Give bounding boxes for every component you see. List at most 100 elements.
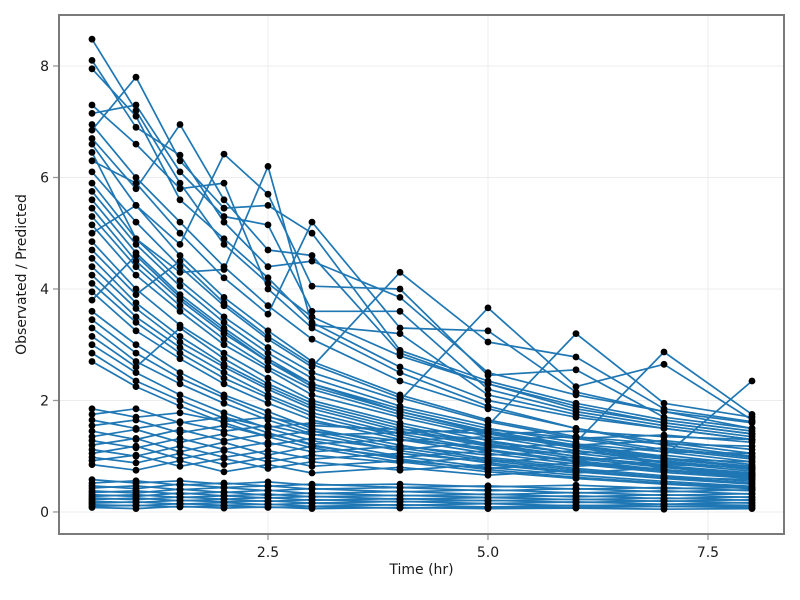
data-point — [264, 380, 272, 388]
data-point — [572, 440, 580, 448]
data-point — [88, 288, 96, 296]
data-point — [396, 363, 404, 371]
data-point — [220, 274, 228, 282]
data-point — [176, 324, 184, 332]
data-point — [176, 257, 184, 265]
data-point — [264, 399, 272, 407]
data-point — [88, 221, 96, 229]
data-point — [220, 299, 228, 307]
data-point — [220, 438, 228, 446]
data-point — [132, 477, 140, 485]
data-point — [132, 416, 140, 424]
data-point — [220, 413, 228, 421]
data-point — [660, 437, 668, 444]
data-point — [484, 338, 492, 346]
data-point — [264, 453, 272, 461]
data-point — [176, 157, 184, 165]
data-point — [88, 168, 96, 176]
data-point — [132, 112, 140, 120]
data-point — [264, 438, 272, 446]
data-point — [572, 411, 580, 418]
data-point — [132, 185, 140, 193]
data-point — [176, 268, 184, 276]
data-point — [660, 360, 668, 368]
series-lines — [91, 38, 753, 511]
data-point — [396, 377, 404, 385]
y-tick-label: 4 — [40, 282, 49, 298]
data-point — [88, 280, 96, 287]
data-point — [220, 422, 228, 429]
data-point — [220, 430, 228, 438]
x-axis-label: Time (hr) — [389, 562, 454, 578]
data-point — [264, 190, 272, 198]
series-line — [91, 199, 753, 444]
data-point — [220, 204, 228, 212]
data-point — [132, 466, 140, 474]
data-point — [88, 411, 96, 418]
data-point — [132, 299, 140, 307]
data-point — [484, 380, 492, 388]
data-point — [132, 257, 140, 265]
data-point — [132, 363, 140, 371]
data-point — [88, 461, 96, 468]
data-point — [484, 447, 492, 455]
data-point — [88, 254, 96, 262]
data-point — [132, 179, 140, 187]
data-point — [660, 474, 668, 481]
data-point — [132, 218, 140, 226]
data-point — [264, 349, 272, 357]
data-point — [176, 185, 184, 193]
data-point — [264, 385, 272, 393]
data-point — [88, 341, 96, 349]
data-point — [176, 151, 184, 159]
data-point — [572, 405, 580, 413]
data-point — [396, 408, 404, 415]
data-point — [308, 458, 316, 466]
data-point — [176, 480, 184, 488]
data-point — [396, 349, 404, 357]
data-point — [88, 422, 96, 429]
data-point — [572, 475, 580, 482]
data-point — [572, 504, 580, 512]
data-point — [176, 402, 184, 410]
data-point — [176, 397, 184, 404]
data-point — [88, 416, 96, 424]
data-point — [132, 271, 140, 279]
data-point — [748, 430, 756, 438]
data-point — [264, 310, 272, 318]
data-point — [88, 296, 96, 304]
data-point — [308, 321, 316, 329]
data-point — [484, 438, 492, 446]
data-point — [220, 313, 228, 321]
data-point — [88, 35, 96, 43]
data-point — [88, 121, 96, 128]
data-point — [176, 294, 184, 301]
data-point — [132, 358, 140, 365]
data-point — [396, 285, 404, 293]
data-point — [264, 280, 272, 287]
data-point — [220, 294, 228, 301]
data-point — [132, 291, 140, 298]
data-point — [132, 426, 140, 433]
data-point — [132, 285, 140, 293]
data-point — [88, 405, 96, 413]
data-point — [220, 461, 228, 468]
data-point — [308, 419, 316, 427]
data-point — [396, 464, 404, 471]
data-point — [572, 447, 580, 455]
data-point — [484, 426, 492, 433]
data-point — [264, 285, 272, 293]
data-point — [176, 241, 184, 248]
data-point — [220, 468, 228, 476]
data-point — [176, 307, 184, 315]
data-point — [396, 330, 404, 337]
data-point — [308, 218, 316, 226]
scatter-points — [88, 35, 756, 513]
data-point — [220, 349, 228, 357]
data-point — [264, 413, 272, 421]
data-point — [660, 348, 668, 356]
data-point — [132, 140, 140, 148]
data-point — [220, 399, 228, 407]
data-point — [220, 504, 228, 512]
data-point — [88, 333, 96, 340]
